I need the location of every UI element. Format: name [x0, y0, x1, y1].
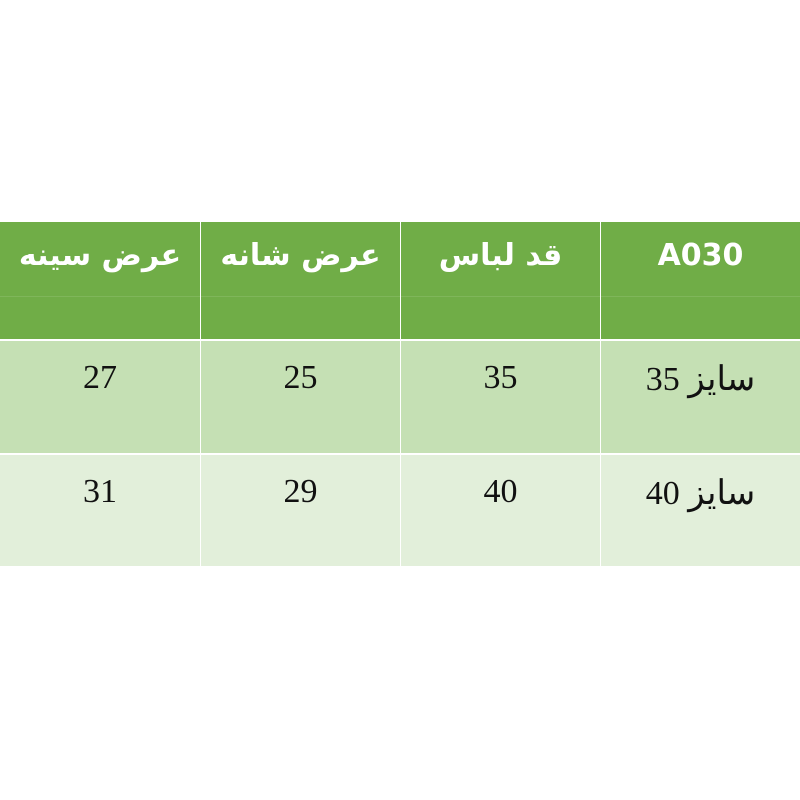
- header-row: A030 قد لباس عرض شانه عرض سینه: [0, 222, 800, 341]
- header-cell-length: قد لباس: [400, 222, 600, 341]
- table-row: سایز 35 35 25 27: [0, 341, 800, 455]
- header-cell-chest: عرض سینه: [0, 222, 200, 341]
- cell-length: 40: [400, 455, 600, 568]
- size-table: A030 قد لباس عرض شانه عرض سینه سایز 35 3…: [0, 222, 800, 568]
- cell-shoulder: 29: [200, 455, 400, 568]
- cell-shoulder: 25: [200, 341, 400, 455]
- table-row: سایز 40 40 29 31: [0, 455, 800, 568]
- header-cell-shoulder: عرض شانه: [200, 222, 400, 341]
- cell-chest: 31: [0, 455, 200, 568]
- header-cell-model: A030: [600, 222, 800, 341]
- cell-size: سایز 35: [600, 341, 800, 455]
- cell-length: 35: [400, 341, 600, 455]
- cell-size: سایز 40: [600, 455, 800, 568]
- cell-chest: 27: [0, 341, 200, 455]
